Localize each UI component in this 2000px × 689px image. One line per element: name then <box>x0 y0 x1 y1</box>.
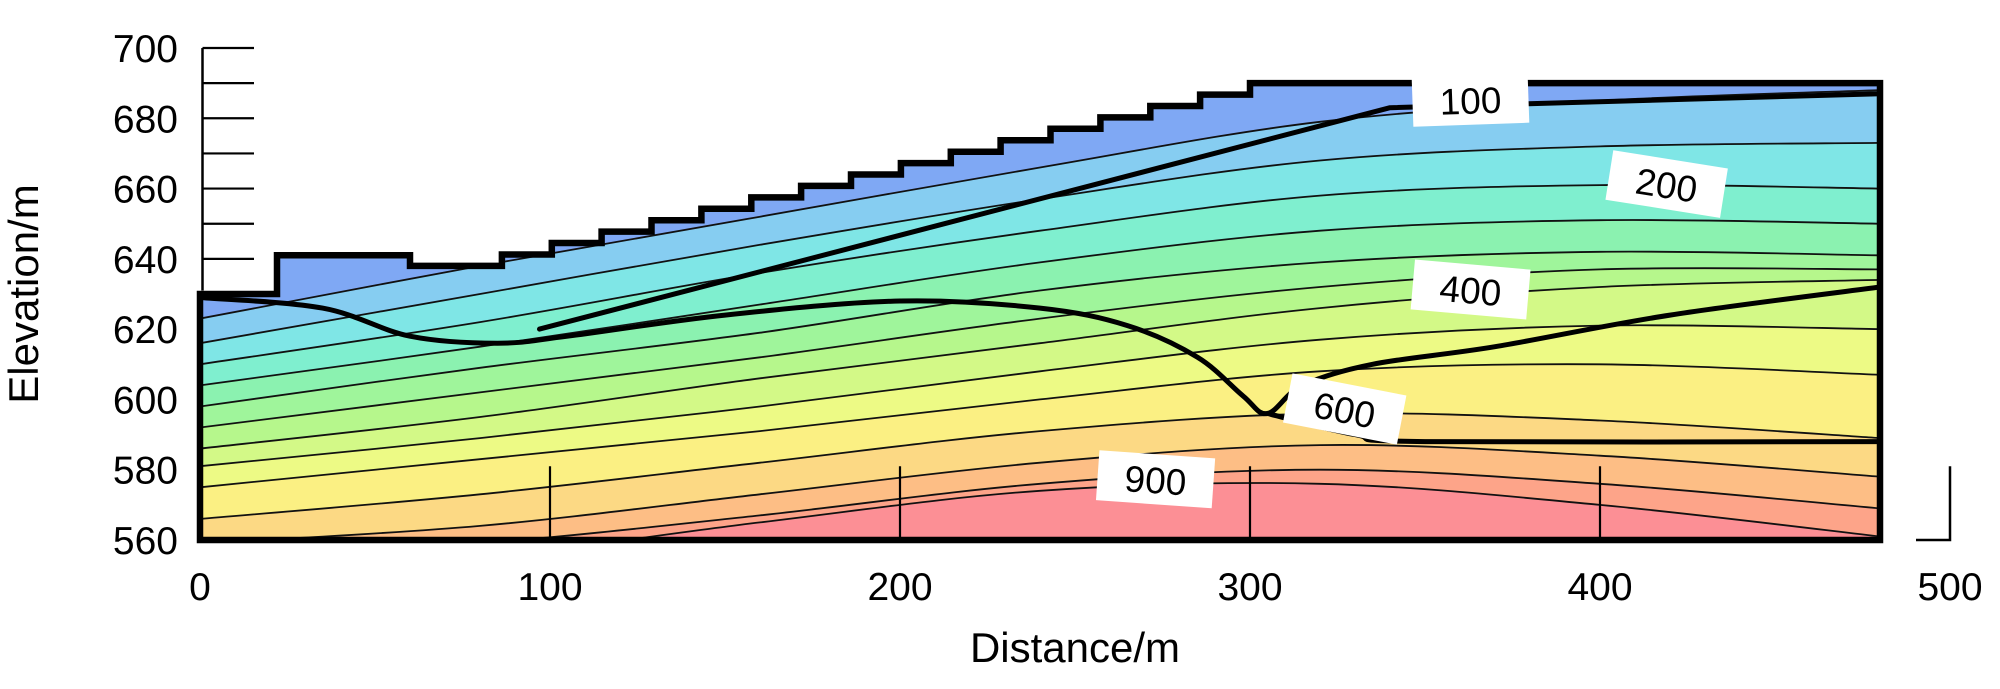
contour-label-100: 100 <box>1411 72 1530 127</box>
contour-label-text: 400 <box>1438 268 1503 314</box>
contour-label-200: 200 <box>1605 150 1728 218</box>
y-tick-label-640: 640 <box>113 239 178 282</box>
contour-label-600: 600 <box>1282 373 1407 445</box>
x-tick-label-0: 0 <box>189 566 211 609</box>
x-tick-label-300: 300 <box>1217 566 1282 609</box>
contour-label-text: 100 <box>1439 80 1502 123</box>
contour-label-900: 900 <box>1095 450 1216 509</box>
generated-plot-layers: 100 200 400 600 900 560 580 600 620 640 660 680 700 0… <box>113 28 1983 609</box>
thick-line-upper-boundary <box>537 91 1880 332</box>
x-tick-label-400: 400 <box>1567 566 1632 609</box>
x-inner-ticks <box>548 466 1602 540</box>
x-tick-label-100: 100 <box>517 566 582 609</box>
y-tick-label-660: 660 <box>113 169 178 212</box>
contour-label-text: 900 <box>1123 458 1187 503</box>
x-tick-label-500: 500 <box>1917 566 1982 609</box>
y-tick-label-560: 560 <box>113 520 178 563</box>
y-tick-label-580: 580 <box>113 450 178 493</box>
x-tick-label-200: 200 <box>867 566 932 609</box>
domain-outline <box>196 79 1884 544</box>
y-axis-title: Elevation/m <box>0 184 47 403</box>
y-axis: 560 580 600 620 640 660 680 700 <box>113 28 254 563</box>
x-axis-title: Distance/m <box>970 624 1180 671</box>
contour-value-labels: 100 200 400 600 900 <box>1095 72 1728 509</box>
y-tick-label-700: 700 <box>113 28 178 71</box>
contour-label-400: 400 <box>1410 259 1531 320</box>
y-tick-label-600: 600 <box>113 379 178 422</box>
contour-label-text: 200 <box>1633 160 1700 210</box>
y-tick-label-620: 620 <box>113 309 178 352</box>
x-axis: 0 100 200 300 400 500 <box>189 566 1982 609</box>
y-tick-label-680: 680 <box>113 98 178 141</box>
right-axis-fragment <box>1916 466 1952 542</box>
thick-line-water-table <box>200 284 1880 417</box>
contour-bands <box>200 83 1880 540</box>
